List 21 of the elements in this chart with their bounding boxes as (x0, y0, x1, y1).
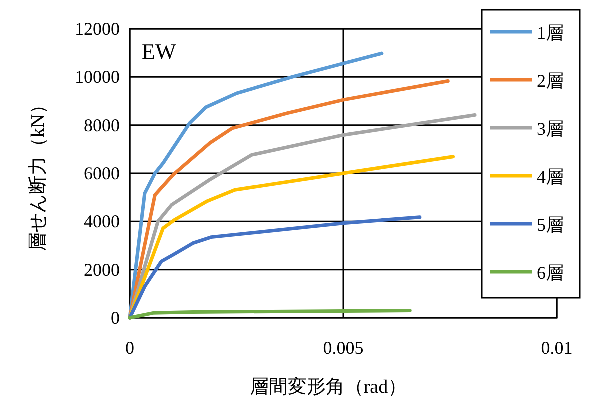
y-axis-title: 層せん断力（kN） (28, 95, 49, 252)
legend-label: 5層 (537, 215, 564, 235)
legend-label: 2層 (537, 71, 564, 91)
y-tick-label: 6000 (84, 164, 120, 184)
legend-label: 6層 (537, 263, 564, 283)
legend-label: 4層 (537, 167, 564, 187)
line-series (128, 309, 412, 320)
legend-label: 3層 (537, 119, 564, 139)
y-tick-label: 0 (111, 308, 120, 328)
x-tick-label: 0.01 (541, 338, 573, 358)
legend-label: 1層 (537, 23, 564, 43)
x-tick-label: 0.005 (323, 338, 364, 358)
x-axis-title: 層間変形角（rad） (250, 376, 408, 398)
x-tick-label: 0 (126, 338, 134, 358)
y-tick-label: 10000 (75, 67, 120, 88)
y-tick-label: 12000 (75, 19, 120, 39)
y-tick-label: 8000 (84, 115, 120, 136)
y-tick-label: 4000 (84, 212, 120, 232)
annotation: EW (142, 39, 176, 64)
line-series (128, 216, 422, 320)
y-tick-label: 2000 (84, 260, 120, 280)
